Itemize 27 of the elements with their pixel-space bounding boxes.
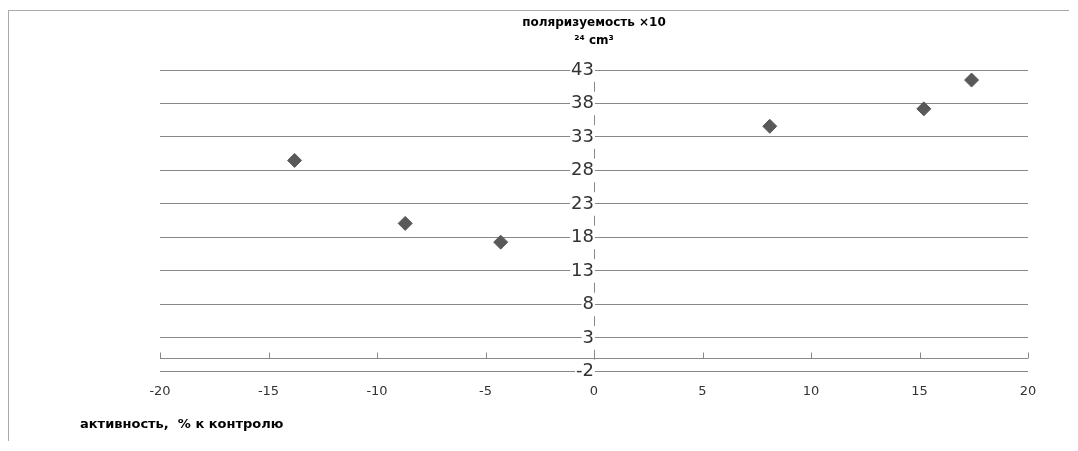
x-axis-title: активность, % к контролю [80, 416, 284, 431]
x-tick-label: 15 [911, 382, 928, 398]
y-tick-label: 18 [571, 225, 594, 247]
x-tick-label: 20 [1019, 382, 1037, 398]
x-tick-label: -20 [149, 382, 171, 398]
x-tick-label: -5 [479, 382, 492, 398]
y-tick-label: -2 [576, 359, 594, 381]
point [287, 152, 303, 168]
x-tick-label: 0 [589, 382, 599, 398]
x-tick-label: -15 [257, 382, 280, 398]
y-tick-label: 33 [571, 124, 594, 146]
y-tick-label: 13 [571, 258, 594, 280]
point [916, 101, 932, 117]
y-tick-label: 3 [582, 325, 594, 347]
x-tick-label: 10 [802, 382, 820, 398]
y-axis-title: поляризуемость ×10 ²⁴ cm³ [522, 15, 666, 47]
point [397, 215, 413, 231]
y-tick-label: 38 [571, 91, 594, 113]
point [762, 118, 778, 134]
y-tick-label: 28 [571, 158, 594, 180]
point [964, 72, 980, 88]
y-tick-label: 8 [582, 292, 594, 314]
y-tick-label: 23 [571, 191, 594, 213]
x-tick-label: -10 [366, 382, 388, 398]
point [493, 234, 509, 250]
x-tick-label: 5 [698, 382, 707, 398]
y-tick-label: 43 [571, 57, 594, 79]
